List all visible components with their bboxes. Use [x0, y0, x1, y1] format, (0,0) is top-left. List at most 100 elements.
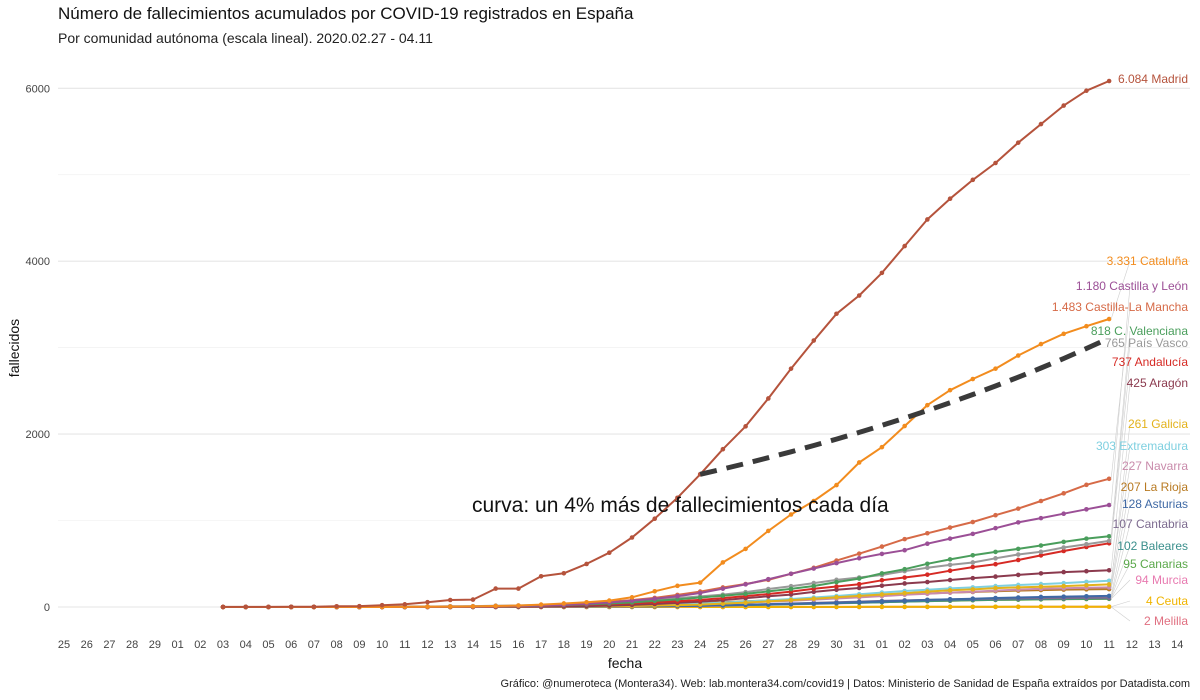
label-leader [1110, 306, 1131, 479]
data-point [993, 585, 998, 591]
data-point [811, 338, 817, 343]
data-point [311, 604, 317, 610]
series-end-label: 6.084 Madrid [1118, 72, 1188, 86]
series-end-label: 3.331 Cataluña [1107, 254, 1189, 268]
y-tick-label: 4000 [26, 256, 50, 268]
data-point [811, 583, 817, 589]
chart-title: Número de fallecimientos acumulados por … [58, 4, 634, 23]
x-tick-label: 25 [58, 639, 70, 651]
data-point [993, 604, 998, 610]
data-point [856, 585, 862, 591]
data-point [379, 602, 385, 608]
data-point [675, 597, 680, 602]
data-point [834, 311, 839, 317]
data-point [1084, 507, 1089, 512]
data-point [902, 243, 907, 249]
data-point [925, 402, 930, 408]
data-point [834, 594, 839, 600]
data-point [1038, 553, 1044, 558]
label-leader [1110, 523, 1131, 598]
data-point [1038, 121, 1044, 127]
data-point [970, 604, 976, 610]
x-tick-label: 12 [421, 639, 433, 651]
data-point [970, 531, 976, 537]
data-point [1015, 546, 1021, 552]
data-point [811, 498, 817, 504]
label-leader [1110, 579, 1131, 600]
label-leader [1110, 445, 1131, 581]
curve-annotation: curva: un 4% más de fallecimientos cada … [472, 494, 889, 517]
data-point [879, 551, 885, 557]
data-point [902, 536, 907, 542]
data-point [970, 177, 976, 183]
data-point [1015, 572, 1021, 578]
label-leader [1110, 382, 1131, 571]
data-point [856, 460, 862, 465]
data-point [1015, 557, 1021, 563]
data-point [1015, 520, 1021, 525]
data-point [1084, 482, 1089, 488]
data-point [766, 589, 771, 594]
x-tick-label: 01 [171, 639, 183, 651]
x-tick-label: 14 [467, 639, 479, 651]
x-tick-label: 21 [626, 639, 638, 651]
y-tick-label: 0 [44, 602, 50, 614]
data-point [947, 604, 953, 610]
data-point [947, 597, 953, 602]
x-tick-label: 07 [1012, 639, 1024, 651]
data-point [947, 387, 953, 393]
series-end-label: 94 Murcia [1135, 573, 1188, 587]
data-point [1106, 502, 1112, 508]
reference-curve-line [699, 335, 1111, 477]
data-point [925, 561, 930, 567]
data-point [993, 512, 998, 518]
data-point [561, 601, 567, 606]
data-point [425, 604, 430, 610]
data-point [1038, 515, 1044, 521]
series-end-label: 128 Asturias [1122, 497, 1188, 511]
data-point [1061, 594, 1066, 599]
data-point [357, 603, 362, 609]
x-tick-label: 01 [876, 639, 888, 651]
data-point [1084, 536, 1089, 541]
data-point [220, 604, 226, 610]
data-point [1015, 353, 1021, 358]
data-point [834, 560, 839, 566]
y-tick-label: 6000 [26, 83, 50, 95]
x-tick-label: 11 [399, 639, 410, 651]
data-point [856, 555, 862, 561]
x-tick-label: 04 [944, 639, 956, 651]
data-point [1106, 578, 1112, 584]
data-point [856, 551, 862, 556]
data-point [470, 597, 476, 602]
label-leader [1110, 342, 1131, 541]
data-point [993, 160, 998, 166]
series-end-label: 2 Melilla [1144, 614, 1188, 628]
data-point [1015, 506, 1021, 511]
series-end-labels: 6.084 Madrid 3.331 Cataluña 1.180 Castilla… [1052, 72, 1188, 628]
data-point [402, 602, 408, 607]
data-point [629, 598, 635, 603]
data-point [720, 586, 726, 591]
data-point [652, 588, 658, 594]
data-point [243, 604, 249, 610]
series-end-label: 765 País Vasco [1105, 336, 1188, 350]
data-point [1106, 316, 1112, 322]
data-point [1084, 323, 1089, 329]
data-point [834, 584, 839, 589]
x-tick-label: 24 [694, 639, 706, 651]
x-tick-label: 28 [126, 639, 138, 651]
x-tick-label: 03 [217, 639, 229, 651]
data-point [970, 587, 976, 592]
data-point [970, 553, 976, 558]
data-point [902, 598, 907, 603]
x-tick-label: 18 [558, 639, 570, 651]
x-tick-label: 30 [830, 639, 842, 651]
data-point [516, 603, 521, 608]
data-point [1106, 78, 1112, 84]
data-point [334, 604, 339, 609]
x-tick-label: 26 [739, 639, 751, 651]
x-tick-label: 02 [899, 639, 911, 651]
data-point [493, 586, 498, 591]
